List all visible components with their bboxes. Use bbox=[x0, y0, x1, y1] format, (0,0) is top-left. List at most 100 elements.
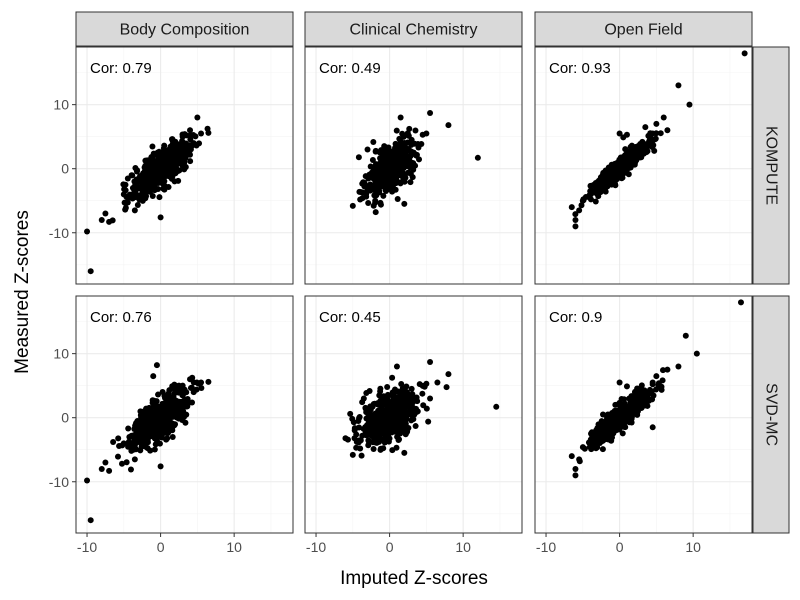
data-point bbox=[87, 517, 94, 524]
data-point bbox=[659, 367, 666, 374]
data-point bbox=[686, 101, 693, 108]
data-point bbox=[358, 452, 365, 459]
correlation-label: Cor: 0.49 bbox=[319, 60, 381, 77]
data-point bbox=[381, 143, 388, 150]
data-point bbox=[593, 427, 600, 434]
data-point bbox=[140, 182, 147, 189]
data-point bbox=[84, 477, 91, 484]
data-point bbox=[379, 413, 386, 420]
data-point bbox=[166, 170, 173, 177]
data-point bbox=[659, 377, 666, 384]
data-point bbox=[419, 390, 426, 397]
data-point bbox=[357, 445, 364, 452]
data-point bbox=[632, 152, 639, 159]
data-point bbox=[657, 130, 664, 137]
strip-background bbox=[752, 295, 790, 534]
data-point bbox=[397, 180, 404, 187]
data-point bbox=[600, 176, 607, 183]
data-point bbox=[146, 157, 153, 164]
data-point bbox=[157, 214, 164, 221]
strip-label: Open Field bbox=[604, 22, 682, 39]
axes-layer: -10 0 10 -10 0 10 -10 0 10 -10 0 10 -10 0 10 bbox=[49, 97, 701, 555]
data-point bbox=[649, 137, 656, 144]
data-point bbox=[157, 168, 164, 175]
data-point bbox=[377, 446, 384, 453]
data-point bbox=[427, 109, 434, 116]
data-point bbox=[612, 170, 619, 177]
strip-label: SVD-MC bbox=[763, 383, 780, 446]
data-point bbox=[642, 124, 649, 131]
data-point bbox=[115, 435, 122, 442]
data-point bbox=[372, 209, 379, 216]
data-point bbox=[350, 419, 357, 426]
data-point bbox=[170, 410, 177, 417]
panel-plot-area bbox=[305, 47, 522, 284]
data-point bbox=[363, 415, 370, 422]
data-point bbox=[162, 148, 169, 155]
data-point bbox=[157, 463, 164, 470]
data-point bbox=[377, 385, 384, 392]
data-point bbox=[599, 446, 606, 453]
data-point bbox=[172, 138, 179, 145]
panel-plot-area bbox=[305, 296, 522, 533]
data-point bbox=[106, 218, 113, 225]
data-point bbox=[649, 379, 656, 386]
data-point bbox=[150, 373, 157, 380]
data-point bbox=[139, 419, 146, 426]
strip-label: Clinical Chemistry bbox=[349, 22, 477, 39]
data-point bbox=[129, 172, 136, 179]
data-point bbox=[642, 390, 649, 397]
data-point bbox=[641, 148, 648, 155]
data-point bbox=[140, 430, 147, 437]
data-point bbox=[360, 425, 367, 432]
data-point bbox=[365, 199, 372, 206]
data-point bbox=[355, 154, 362, 161]
strip-background bbox=[752, 46, 790, 285]
data-point bbox=[401, 171, 408, 178]
data-point bbox=[187, 158, 194, 165]
data-point bbox=[493, 403, 500, 410]
data-point bbox=[634, 385, 641, 392]
data-point bbox=[110, 439, 117, 446]
data-point bbox=[373, 192, 380, 199]
data-point bbox=[610, 420, 617, 427]
data-point bbox=[175, 382, 182, 389]
data-point bbox=[359, 189, 366, 196]
data-point bbox=[360, 179, 367, 186]
data-point bbox=[592, 198, 599, 205]
strip-background bbox=[534, 11, 753, 47]
y-tick-label: -10 bbox=[49, 474, 69, 490]
data-point bbox=[397, 163, 404, 170]
data-point bbox=[633, 148, 640, 155]
data-point bbox=[198, 130, 205, 137]
data-point bbox=[128, 194, 135, 201]
data-point bbox=[367, 187, 374, 194]
data-point bbox=[363, 390, 370, 397]
data-point bbox=[155, 391, 162, 398]
data-point bbox=[616, 423, 623, 430]
panel-border bbox=[534, 295, 753, 534]
data-point bbox=[125, 425, 132, 432]
x-tick-label: -10 bbox=[77, 539, 97, 555]
data-point bbox=[595, 193, 602, 200]
data-point bbox=[398, 414, 405, 421]
data-point bbox=[382, 151, 389, 158]
data-point bbox=[675, 363, 682, 370]
data-point bbox=[410, 166, 417, 173]
data-point bbox=[613, 176, 620, 183]
data-point bbox=[124, 175, 131, 182]
data-point bbox=[122, 204, 129, 211]
data-point bbox=[135, 184, 142, 191]
data-point bbox=[131, 456, 138, 463]
data-point bbox=[382, 423, 389, 430]
data-point bbox=[392, 410, 399, 417]
data-point bbox=[634, 392, 641, 399]
data-point bbox=[399, 404, 406, 411]
strip-label: Body Composition bbox=[120, 22, 250, 39]
data-point bbox=[357, 196, 364, 203]
data-point bbox=[401, 200, 408, 207]
data-point bbox=[132, 165, 139, 171]
data-point bbox=[144, 175, 151, 182]
data-point bbox=[474, 154, 481, 161]
data-point bbox=[402, 154, 409, 161]
